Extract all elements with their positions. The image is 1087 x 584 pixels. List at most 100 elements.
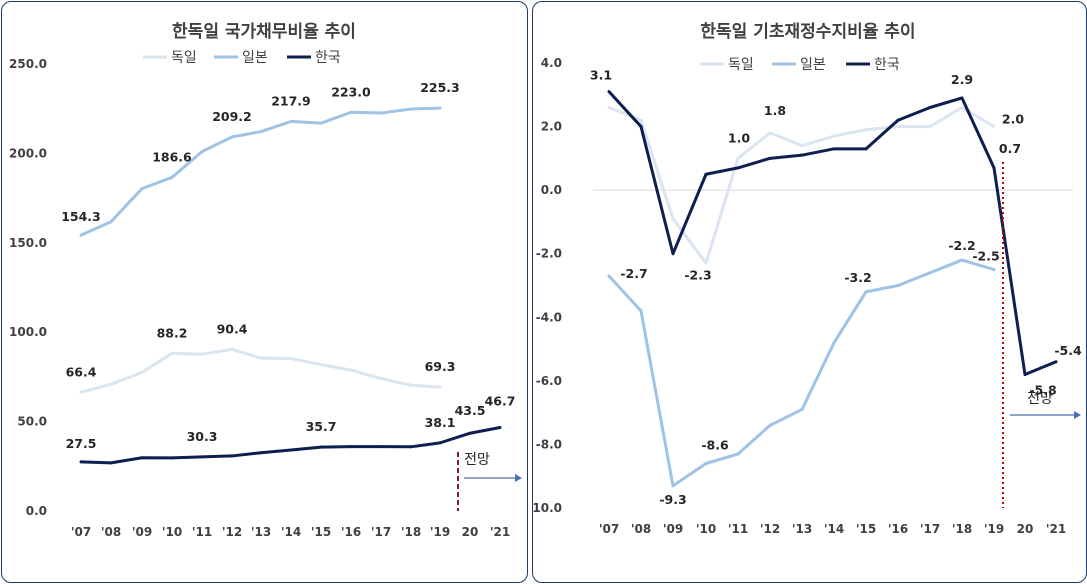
data-point bbox=[259, 356, 263, 360]
data-point bbox=[438, 441, 442, 445]
data-point bbox=[259, 130, 263, 134]
data-point bbox=[704, 172, 708, 176]
data-point bbox=[800, 407, 804, 411]
data-point bbox=[79, 233, 83, 237]
data-point bbox=[409, 383, 413, 387]
data-point bbox=[736, 452, 740, 456]
series-line-독일 bbox=[608, 106, 995, 265]
forecast-arrow-head bbox=[1074, 411, 1081, 419]
data-label: -3.2 bbox=[844, 270, 871, 285]
y-tick-label: 2.0 bbox=[541, 120, 562, 134]
data-point bbox=[259, 451, 263, 455]
data-point bbox=[109, 220, 113, 224]
x-tick-label: '09 bbox=[663, 522, 683, 536]
data-point bbox=[928, 106, 932, 109]
data-point bbox=[79, 390, 83, 394]
data-label: -8.6 bbox=[701, 438, 729, 453]
y-tick-label: 0.0 bbox=[541, 183, 562, 197]
data-label: 186.6 bbox=[152, 149, 192, 164]
data-point bbox=[671, 484, 675, 488]
x-tick-label: '08 bbox=[101, 525, 121, 539]
y-tick-label: 0.0 bbox=[26, 504, 47, 518]
legend-label: 일본 bbox=[800, 57, 826, 73]
data-point bbox=[607, 274, 611, 278]
data-point bbox=[289, 119, 293, 123]
x-tick-label: 20 bbox=[462, 525, 479, 539]
plot-area: 0.0 50.0 100.0 150.0 200.0 250.0 '07 '08 '09 '10 '… bbox=[9, 57, 522, 539]
data-point bbox=[200, 352, 204, 356]
forecast-arrow-head bbox=[515, 474, 522, 482]
data-label: 223.0 bbox=[331, 84, 371, 99]
data-point bbox=[864, 290, 868, 294]
data-label: 30.3 bbox=[187, 429, 218, 444]
x-tick-label: '10 bbox=[696, 522, 716, 536]
data-point bbox=[768, 156, 772, 160]
data-point bbox=[736, 156, 740, 160]
data-point bbox=[864, 128, 868, 132]
data-point bbox=[960, 96, 964, 100]
debt-ratio-chart-panel: 한독일 국가채무비율 추이 독일 일본 한국 0.0 50.0 100.0 150.0 20… bbox=[1, 1, 528, 583]
legend-label: 일본 bbox=[242, 50, 268, 66]
x-tick-label: '18 bbox=[401, 525, 421, 539]
data-point bbox=[409, 107, 413, 111]
y-tick-label: 4.0 bbox=[541, 56, 562, 70]
data-point bbox=[379, 111, 383, 115]
data-point bbox=[230, 347, 234, 351]
data-point bbox=[992, 268, 996, 272]
x-tick-label: '21 bbox=[490, 525, 510, 539]
data-point bbox=[109, 382, 113, 386]
data-point bbox=[319, 121, 323, 125]
y-tick-label: -2.0 bbox=[536, 247, 562, 261]
y-tick-label: 100.0 bbox=[9, 325, 47, 339]
y-tick-label: -10.0 bbox=[533, 501, 562, 515]
data-label: 225.3 bbox=[420, 80, 460, 95]
data-point bbox=[170, 351, 174, 355]
x-tick-label: '19 bbox=[984, 522, 1004, 536]
data-point bbox=[379, 377, 383, 381]
data-point bbox=[704, 261, 708, 265]
x-tick-label: '11 bbox=[192, 525, 212, 539]
data-label: 66.4 bbox=[66, 364, 97, 379]
data-point bbox=[704, 462, 708, 465]
debt-ratio-chart: 한독일 국가채무비율 추이 독일 일본 한국 0.0 50.0 100.0 150.0 20… bbox=[9, 22, 522, 539]
data-point bbox=[960, 258, 964, 262]
data-point bbox=[140, 456, 144, 460]
data-point bbox=[349, 368, 353, 372]
chart-legend: 독일 일본 한국 bbox=[143, 50, 341, 66]
data-label: 90.4 bbox=[217, 321, 248, 336]
data-point bbox=[109, 461, 113, 465]
x-tick-label: '09 bbox=[132, 525, 152, 539]
data-point bbox=[639, 118, 643, 122]
data-point bbox=[349, 110, 353, 114]
data-point bbox=[896, 118, 900, 122]
series-line-일본 bbox=[80, 106, 441, 237]
data-point bbox=[832, 341, 836, 345]
x-tick-label: '17 bbox=[920, 522, 940, 536]
data-point bbox=[289, 448, 293, 452]
y-tick-label: 200.0 bbox=[9, 146, 47, 160]
data-label: 2.0 bbox=[1002, 112, 1024, 127]
x-tick-label: '15 bbox=[311, 525, 331, 539]
data-point bbox=[864, 147, 868, 151]
data-label: 154.3 bbox=[61, 209, 101, 224]
data-point bbox=[639, 309, 643, 313]
data-point bbox=[992, 125, 996, 129]
x-tick-label: '13 bbox=[792, 522, 812, 536]
legend-label: 독일 bbox=[171, 50, 197, 66]
data-point bbox=[896, 125, 900, 129]
x-tick-label: 20 bbox=[1017, 522, 1034, 536]
x-tick-label: '12 bbox=[222, 525, 242, 539]
data-point bbox=[800, 153, 804, 157]
data-label: -5.4 bbox=[1054, 343, 1082, 358]
chart-legend: 독일 일본 한국 bbox=[700, 57, 900, 73]
x-tick-label: '07 bbox=[599, 522, 619, 536]
data-point bbox=[671, 252, 675, 256]
data-point bbox=[832, 134, 836, 138]
forecast-annotation: 전망 bbox=[1027, 391, 1053, 407]
data-label: 43.5 bbox=[455, 403, 486, 418]
data-point bbox=[498, 426, 502, 430]
x-tick-label: '13 bbox=[251, 525, 271, 539]
series-line-독일 bbox=[80, 347, 441, 394]
data-label: -2.2 bbox=[948, 238, 975, 253]
data-label: 69.3 bbox=[425, 359, 456, 374]
